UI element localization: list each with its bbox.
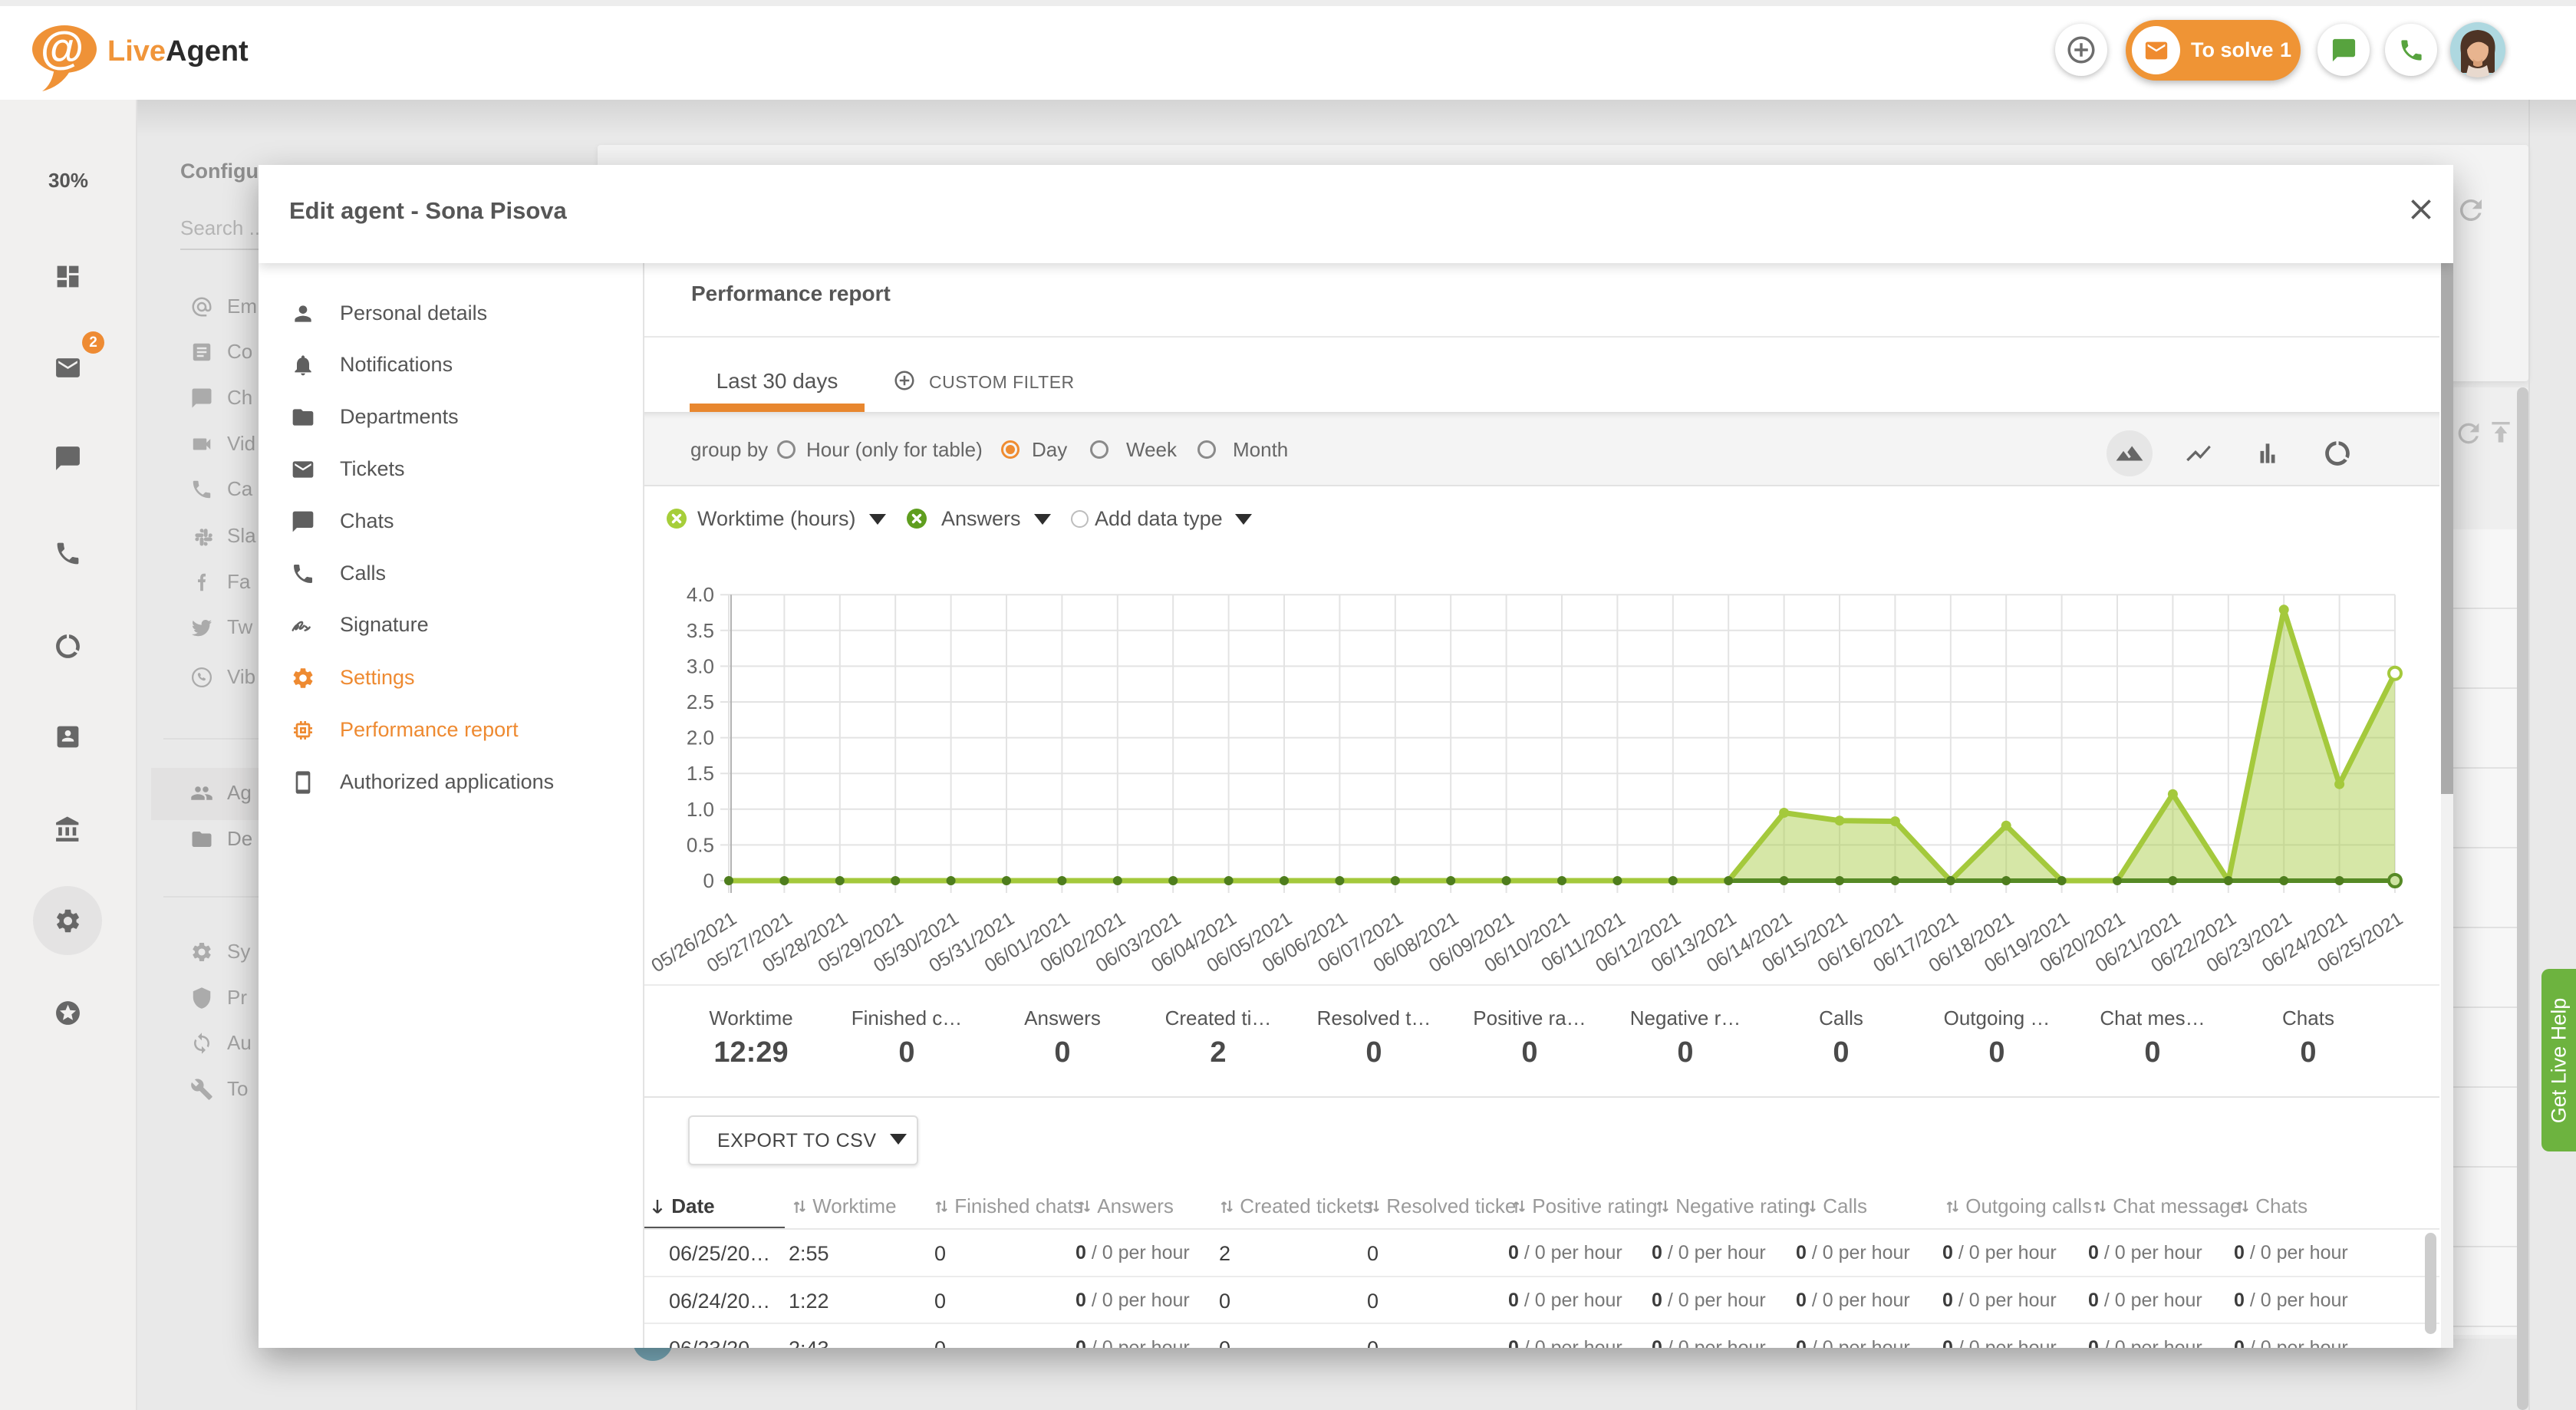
svg-text:2.5: 2.5 <box>687 690 714 713</box>
svg-text:1.0: 1.0 <box>687 798 714 821</box>
svg-text:0.5: 0.5 <box>687 833 714 856</box>
svg-text:3.5: 3.5 <box>687 619 714 642</box>
svg-text:@: @ <box>41 23 84 73</box>
svg-text:4.0: 4.0 <box>687 583 714 606</box>
svg-text:3.0: 3.0 <box>687 654 714 677</box>
svg-text:0: 0 <box>703 869 714 892</box>
svg-text:1.5: 1.5 <box>687 762 714 785</box>
svg-text:2.0: 2.0 <box>687 726 714 749</box>
